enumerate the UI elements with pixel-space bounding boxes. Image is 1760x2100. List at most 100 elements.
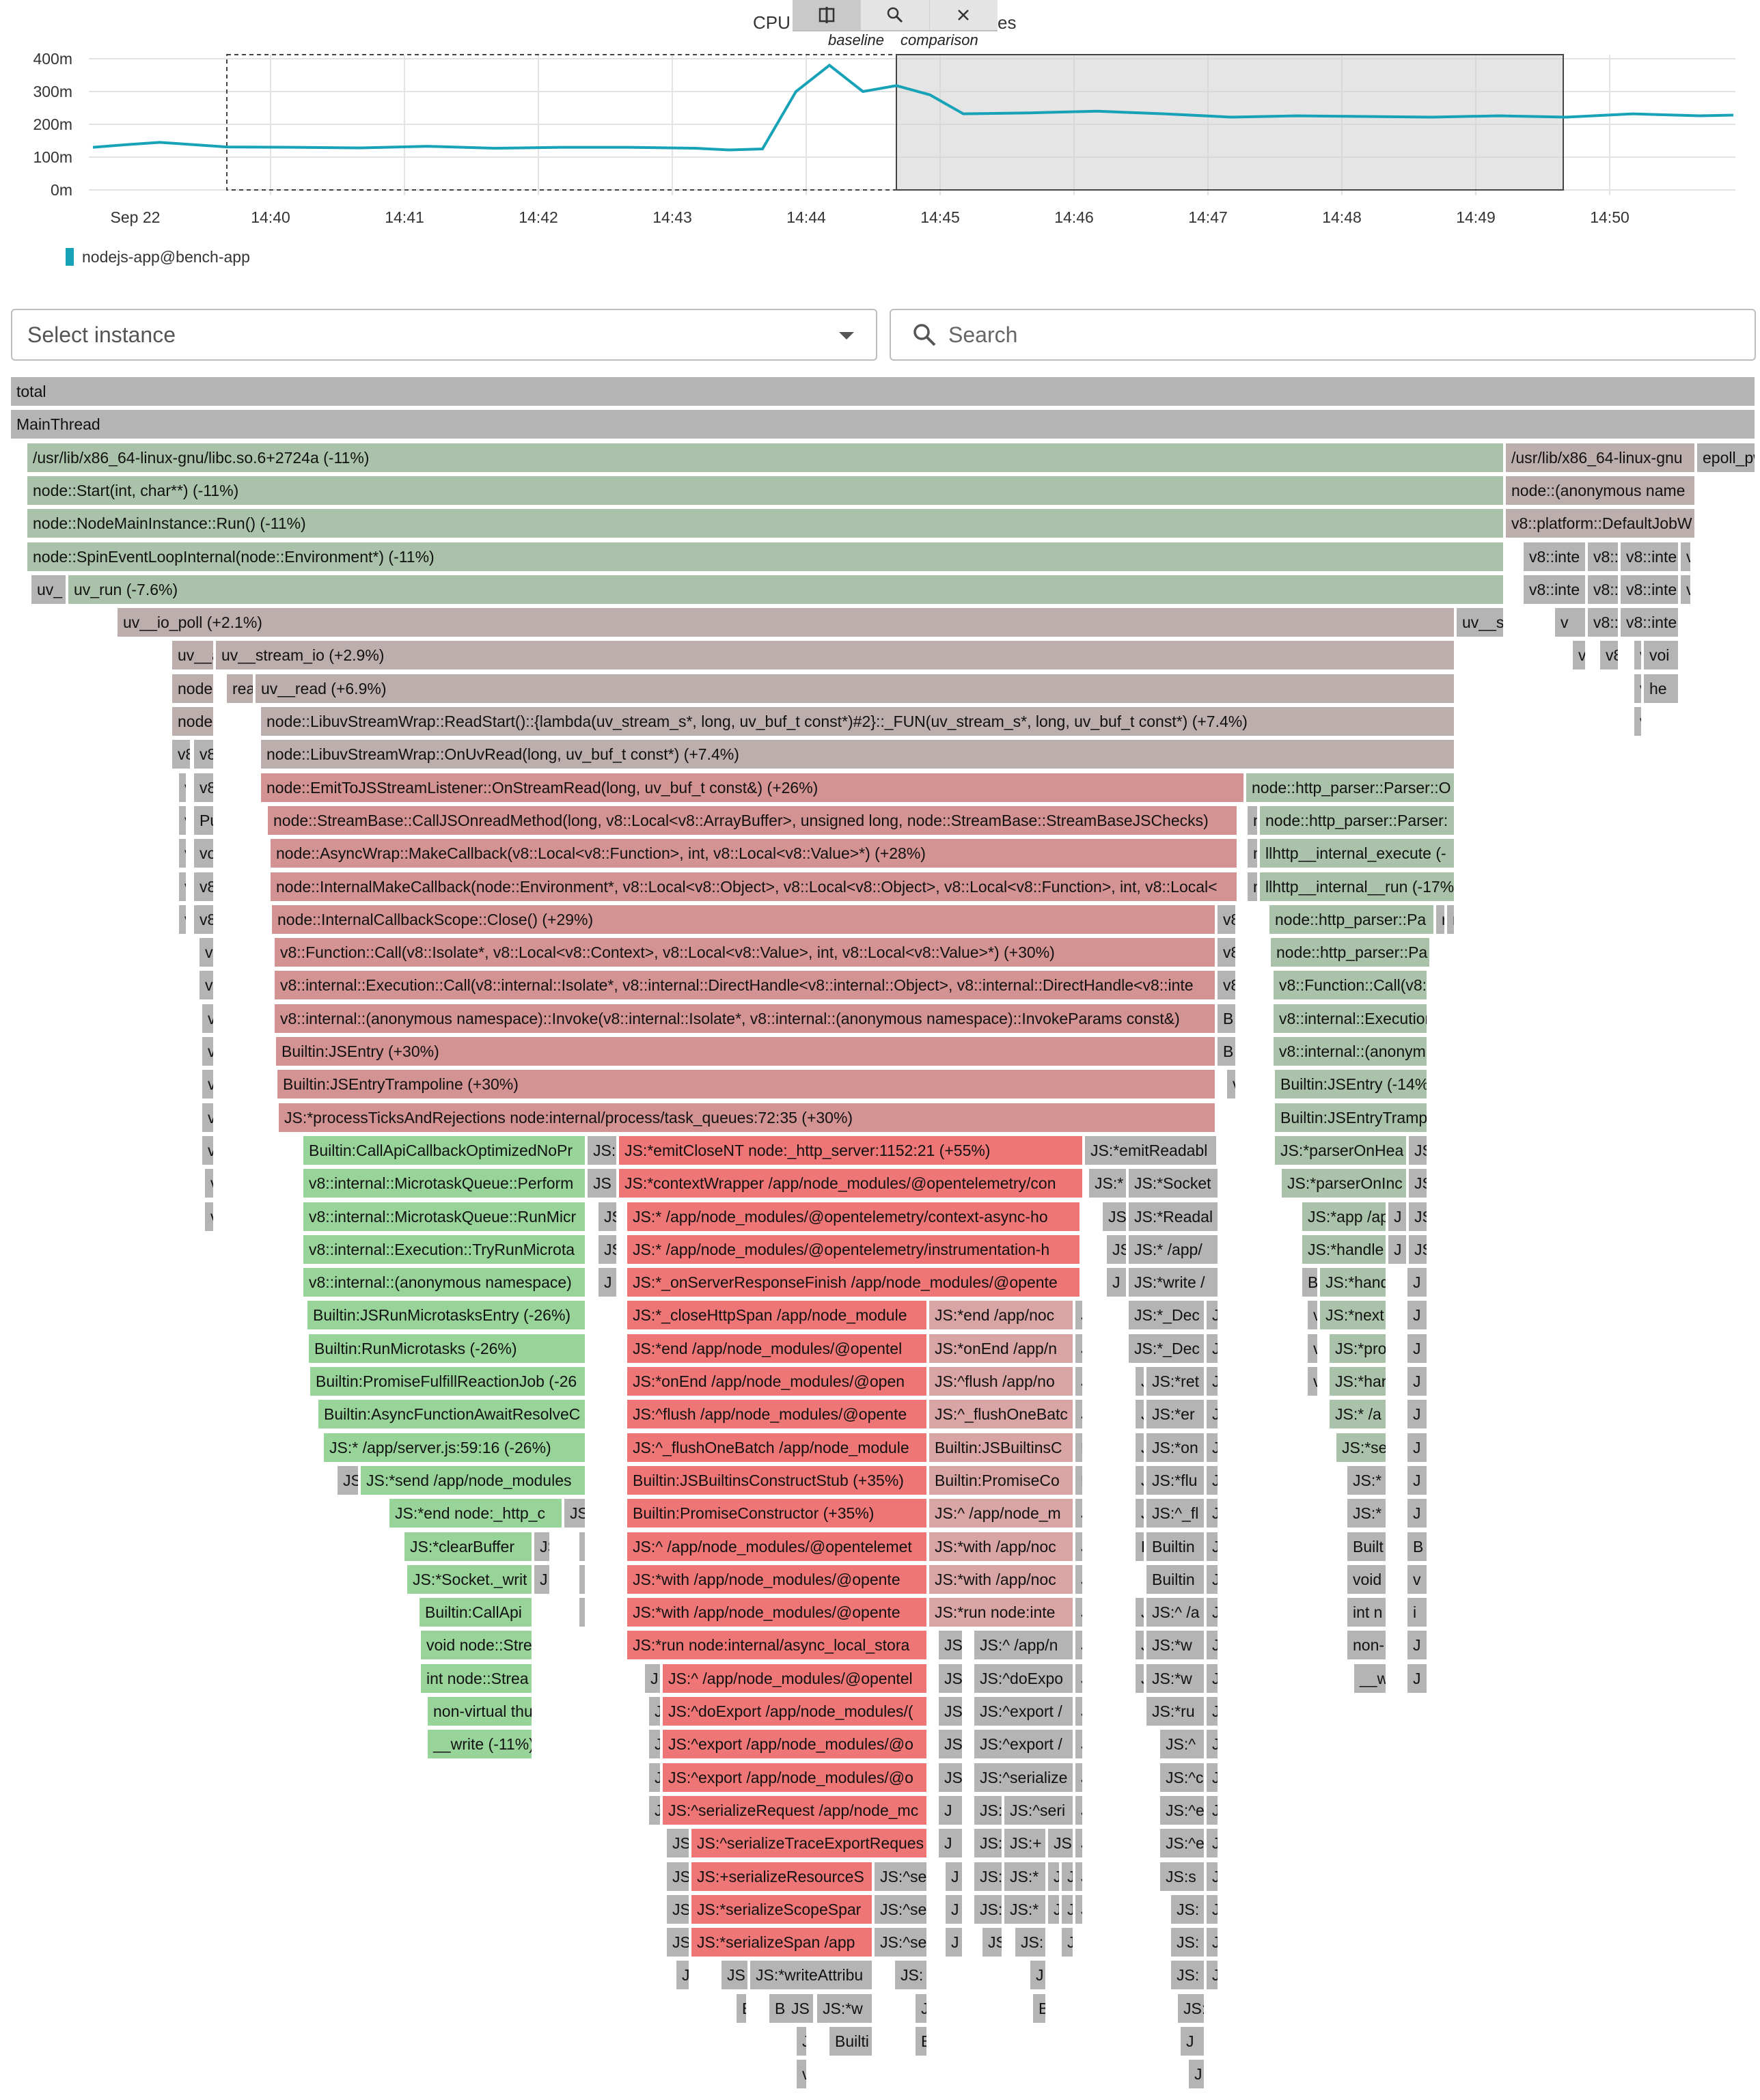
flame-frame[interactable]: JS:*w (817, 1994, 873, 2024)
flame-frame[interactable]: J (1207, 1730, 1219, 1760)
flame-frame[interactable]: JS:* (1004, 1862, 1047, 1892)
flame-frame[interactable]: JS:*er (1146, 1400, 1205, 1430)
flame-frame[interactable]: JS:^c (1160, 1763, 1205, 1793)
flame-frame[interactable]: JS:*ret (1146, 1367, 1205, 1397)
flame-frame[interactable]: n (1248, 839, 1259, 869)
flame-frame[interactable]: JS:^ /a (1146, 1598, 1205, 1628)
flame-frame[interactable]: J (1388, 1235, 1407, 1265)
flame-frame[interactable]: J (1207, 1400, 1219, 1430)
flame-frame[interactable]: i (1407, 1598, 1428, 1628)
flame-frame[interactable]: node::AsyncWrap::MakeCallback(v8::Local<… (271, 839, 1238, 869)
flame-frame[interactable]: J (1075, 1730, 1084, 1760)
flame-frame[interactable]: uv__a (172, 641, 215, 671)
flame-frame[interactable]: JS:^serialize (974, 1763, 1074, 1793)
flame-frame[interactable]: J (1075, 1763, 1084, 1793)
flame-frame[interactable]: v (202, 1136, 215, 1166)
flame-frame[interactable]: J (1407, 1631, 1428, 1661)
flame-frame[interactable]: v8:: (1588, 608, 1619, 638)
flame-frame[interactable]: JS:*_Dec (1129, 1301, 1205, 1331)
flame-frame[interactable]: JS:*emitReadabl (1085, 1136, 1218, 1166)
flame-frame[interactable]: J (916, 1994, 928, 2024)
flame-frame[interactable]: B (1136, 1532, 1145, 1562)
flame-frame[interactable]: v (1681, 542, 1692, 572)
flame-frame[interactable]: v8 (1218, 938, 1237, 968)
flame-frame[interactable]: J (1207, 1532, 1219, 1562)
flame-frame[interactable]: node::http_parser::Parser::O (1246, 773, 1455, 803)
flame-frame[interactable]: v8::internal::(anonymous namespace) (303, 1268, 586, 1298)
flame-frame[interactable]: J (1207, 1367, 1219, 1397)
flame-frame[interactable]: JS:*emitCloseNT node:_http_server:1152:2… (619, 1136, 1084, 1166)
flame-frame[interactable]: n (1248, 806, 1259, 836)
flame-frame[interactable]: JS: (1171, 1928, 1205, 1958)
flame-frame[interactable]: __write (-11%) (428, 1730, 533, 1760)
flame-frame[interactable]: J (649, 1730, 661, 1760)
flame-frame[interactable]: J (1207, 1961, 1219, 1991)
flame-frame[interactable]: Builtin (1146, 1532, 1205, 1562)
flame-frame[interactable]: JS:^ /app/node_modules/@opentel (663, 1664, 928, 1694)
flame-frame[interactable]: JS (1409, 1235, 1428, 1265)
flame-frame[interactable]: JS:*serializeSpan /app (691, 1928, 873, 1958)
flame-frame[interactable]: v8::Function::Call(v8: (1274, 971, 1428, 1001)
flame-frame[interactable]: Builti (829, 2027, 873, 2057)
flame-frame[interactable]: JS:*processTicksAndRejections node:inter… (279, 1103, 1216, 1133)
flame-frame[interactable]: v (202, 1070, 215, 1100)
flame-frame[interactable]: J (1048, 1862, 1060, 1892)
flame-frame[interactable]: v (1308, 1301, 1319, 1331)
flame-frame[interactable]: J (1207, 1301, 1219, 1331)
flame-frame[interactable]: J (1075, 1499, 1084, 1529)
flame-frame[interactable]: J (797, 2027, 808, 2057)
flame-frame[interactable]: Builtin:CallApi (420, 1598, 533, 1628)
flame-frame[interactable]: JS:^export / (974, 1697, 1074, 1727)
flame-frame[interactable]: v8::inte (1524, 542, 1586, 572)
flame-frame[interactable]: v8:: (1588, 575, 1619, 605)
flame-frame[interactable]: J (1075, 1862, 1084, 1892)
flame-frame[interactable]: v (179, 806, 187, 836)
flame-frame[interactable]: JS:*end /app/noc (929, 1301, 1074, 1331)
flame-frame[interactable]: JS:*handle (1302, 1235, 1387, 1265)
flame-frame[interactable]: r (1436, 905, 1446, 935)
flame-frame[interactable]: v8::inte (1621, 575, 1679, 605)
flame-frame[interactable]: J (1136, 1598, 1145, 1628)
flame-frame[interactable]: JS:* /app/node_modules/@opentelemetry/in… (627, 1235, 1081, 1265)
flame-frame[interactable]: uv__stream_io (+2.9%) (216, 641, 1455, 671)
flame-frame[interactable]: J (1207, 1763, 1219, 1793)
comparison-region[interactable] (896, 54, 1564, 191)
flame-frame[interactable]: JS (721, 1961, 749, 1991)
flame-frame[interactable]: JS:* /a (1330, 1400, 1387, 1430)
flame-frame[interactable]: v8::inte (1621, 608, 1679, 638)
flame-frame[interactable]: JS (588, 1169, 618, 1199)
flame-frame[interactable]: node::Start(int, char**) (-11%) (27, 476, 1504, 506)
flame-frame[interactable]: JS:^serializeTraceExportReques (691, 1829, 928, 1859)
flame-frame[interactable]: B (1075, 1433, 1084, 1463)
flame-frame[interactable]: J (649, 1796, 661, 1826)
flame-frame[interactable]: J (1207, 1796, 1219, 1826)
flame-frame[interactable]: v (179, 773, 187, 803)
flame-frame[interactable]: Pu (194, 806, 215, 836)
flame-frame[interactable]: JS:*_onServerResponseFinish /app/node_mo… (627, 1268, 1081, 1298)
flame-frame[interactable]: J (1207, 1598, 1219, 1628)
zoom-selection-button[interactable] (861, 0, 930, 30)
flame-frame[interactable]: llhttp__internal_execute (- (1260, 839, 1455, 869)
flame-frame[interactable]: JS (534, 1532, 551, 1562)
flame-frame[interactable]: JS:+serializeResourceS (691, 1862, 873, 1892)
flame-frame[interactable]: J (1075, 1664, 1084, 1694)
flame-frame[interactable]: J (1189, 2060, 1205, 2090)
flame-frame[interactable]: J (1181, 2027, 1205, 2057)
flame-frame[interactable]: JS:*hand (1320, 1268, 1387, 1298)
flame-frame[interactable]: v (1634, 674, 1642, 704)
flame-frame[interactable]: Builtin:JSEntryTramp (1275, 1103, 1428, 1133)
flame-frame[interactable]: JS:^flush /app/no (929, 1367, 1074, 1397)
baseline-region[interactable] (226, 54, 897, 191)
flame-frame[interactable]: v (1407, 1565, 1428, 1595)
flame-frame[interactable]: v (179, 905, 187, 935)
flame-frame[interactable]: J (1075, 1697, 1084, 1727)
flame-frame[interactable]: JS: (588, 1136, 618, 1166)
flame-frame[interactable]: JS:*flu (1146, 1466, 1205, 1496)
flame-frame[interactable]: JS: (974, 1895, 1003, 1925)
flame-frame[interactable]: v8 (194, 740, 215, 770)
flame-frame[interactable]: node::StreamBase::CallJSOnreadMethod(lon… (268, 806, 1238, 836)
flame-frame[interactable]: J (1207, 1433, 1219, 1463)
flame-frame[interactable]: uv_ (31, 575, 67, 605)
flame-frame[interactable]: J (1207, 1499, 1219, 1529)
flame-frame[interactable]: Builtin:JSBuiltinsConstructStub (+35%) (627, 1466, 928, 1496)
